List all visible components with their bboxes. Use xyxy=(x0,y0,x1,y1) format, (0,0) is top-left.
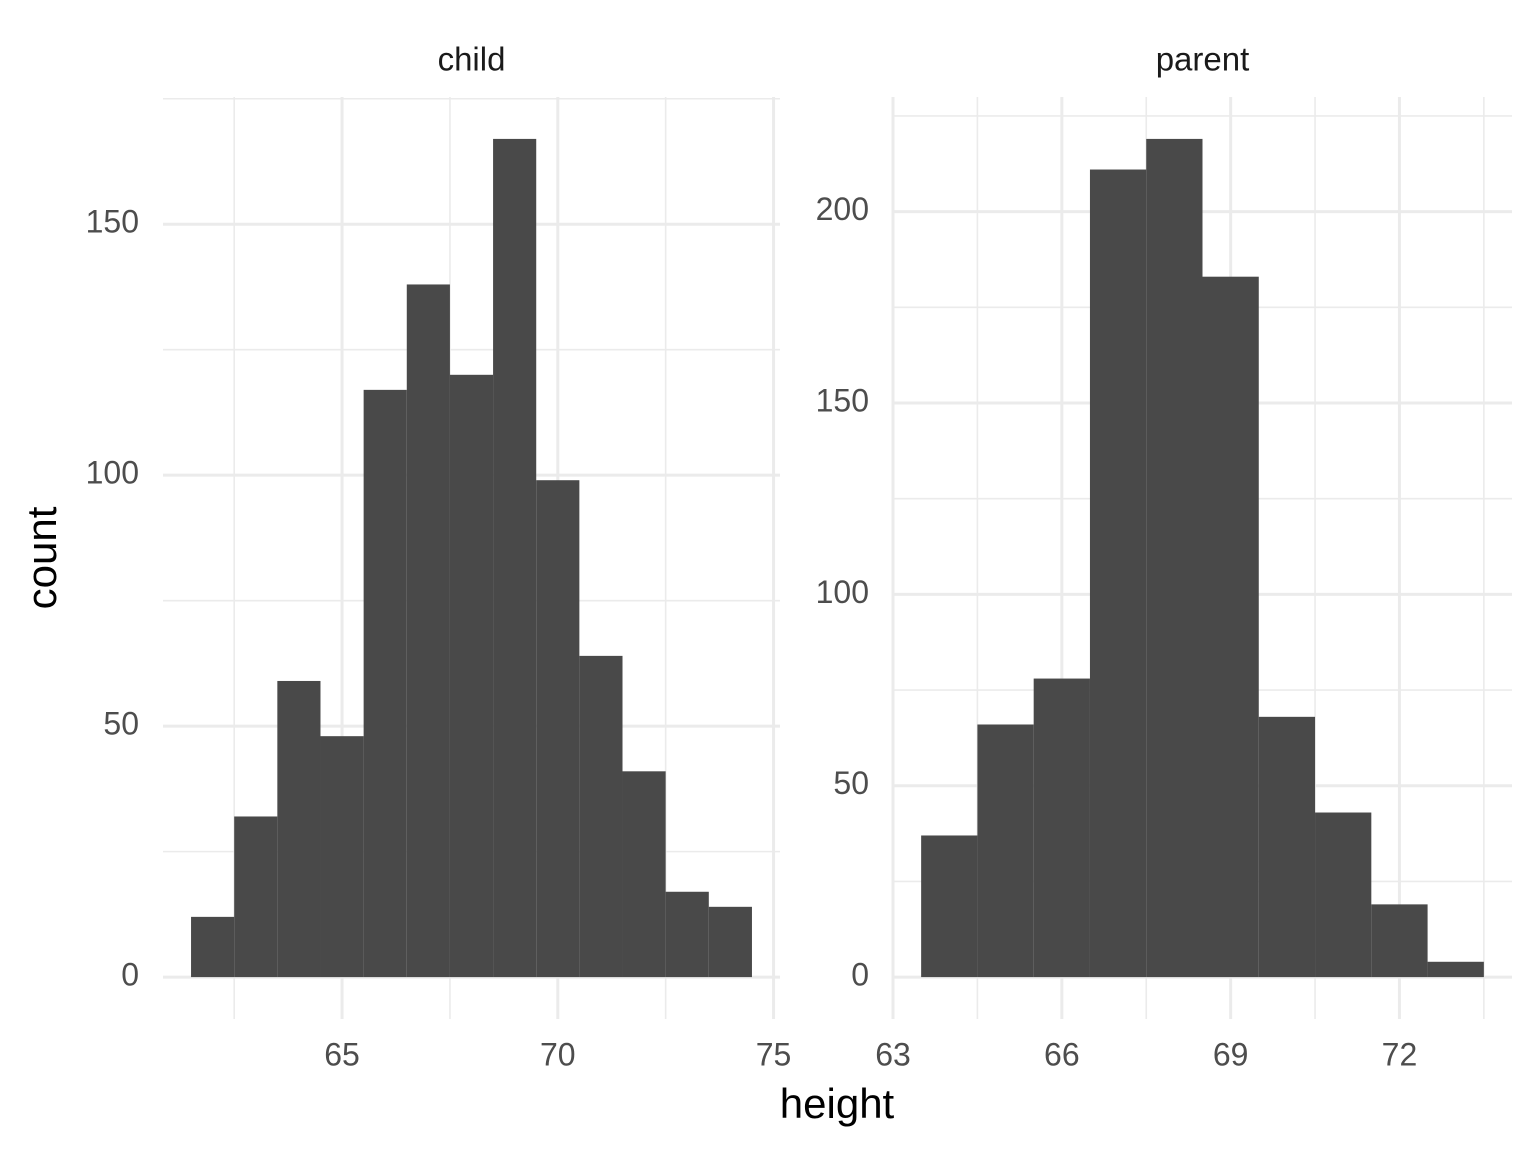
x-tick-label: 72 xyxy=(1382,1036,1418,1072)
y-tick-label: 50 xyxy=(833,765,869,801)
y-tick-label: 0 xyxy=(121,957,139,993)
bar xyxy=(1033,678,1090,978)
bar xyxy=(449,374,494,978)
bar xyxy=(234,816,278,978)
bar xyxy=(579,655,623,978)
bar xyxy=(921,835,978,978)
bar xyxy=(406,284,450,978)
bar xyxy=(536,480,580,978)
y-axis-title: count xyxy=(18,506,65,609)
strip-title: parent xyxy=(1156,41,1250,78)
x-axis-title: height xyxy=(780,1080,895,1127)
bar xyxy=(363,389,407,978)
bar xyxy=(1427,961,1484,978)
bar xyxy=(191,916,235,978)
bar xyxy=(1371,904,1428,978)
x-tick-label: 69 xyxy=(1213,1036,1249,1072)
x-tick-label: 63 xyxy=(875,1036,911,1072)
y-tick-label: 50 xyxy=(103,706,139,742)
strip-title: child xyxy=(438,41,506,78)
bar xyxy=(277,680,321,978)
bar xyxy=(320,736,364,978)
y-tick-label: 150 xyxy=(86,204,139,240)
bar xyxy=(1089,169,1147,978)
y-tick-label: 100 xyxy=(86,455,139,491)
y-tick-label: 0 xyxy=(851,957,869,993)
bar xyxy=(1202,276,1259,978)
bar xyxy=(708,906,752,978)
bar xyxy=(977,724,1034,978)
y-tick-label: 150 xyxy=(816,382,869,418)
x-tick-label: 70 xyxy=(540,1036,576,1072)
bar xyxy=(1258,716,1316,978)
bar xyxy=(622,771,666,978)
x-tick-label: 66 xyxy=(1044,1036,1080,1072)
y-tick-label: 200 xyxy=(816,191,869,227)
bar xyxy=(1146,138,1203,978)
bar xyxy=(1315,812,1372,978)
y-tick-label: 100 xyxy=(816,574,869,610)
x-tick-label: 65 xyxy=(324,1036,360,1072)
bar xyxy=(493,138,537,978)
x-tick-label: 75 xyxy=(756,1036,792,1072)
bar xyxy=(665,891,709,978)
